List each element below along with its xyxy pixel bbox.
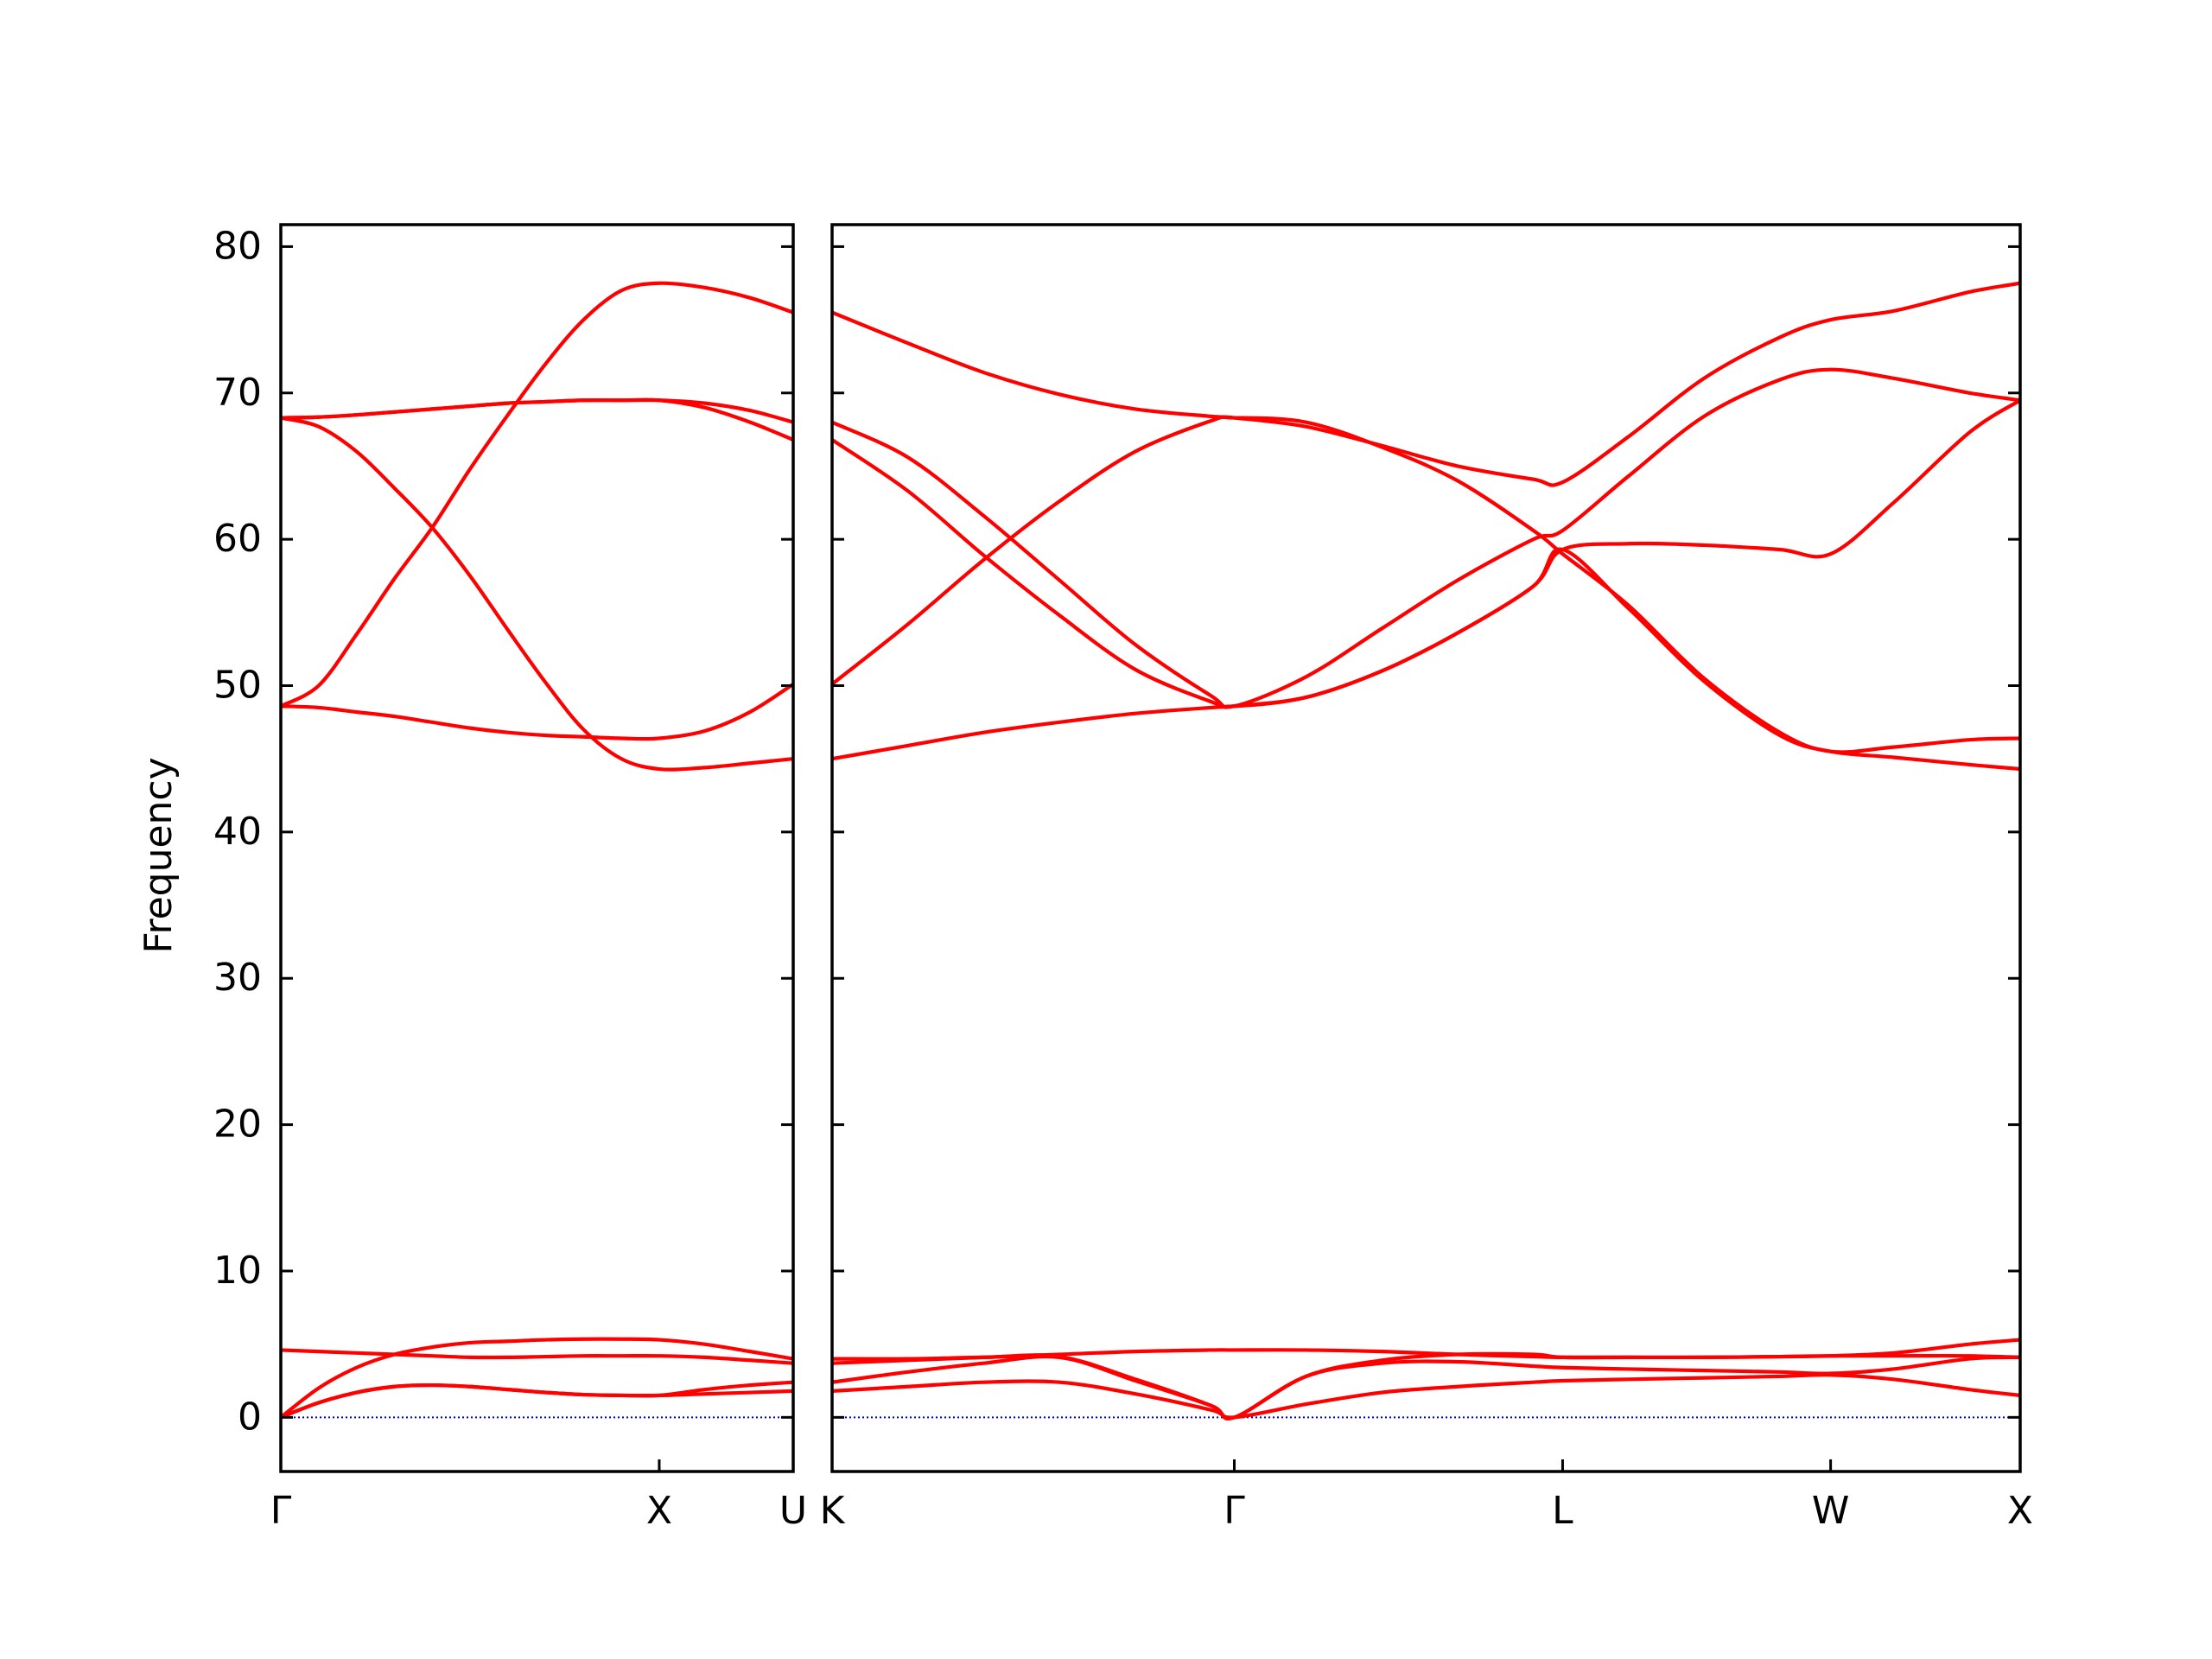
band-line	[832, 281, 2020, 487]
y-tick-label: 0	[238, 1395, 262, 1439]
y-tick-label: 60	[213, 517, 262, 561]
y-tick-label: 20	[213, 1103, 262, 1147]
x-tick-label: L	[1552, 1489, 1573, 1533]
band-line	[281, 397, 793, 442]
bands	[281, 281, 793, 1420]
band-line	[281, 1380, 793, 1420]
axes-frame	[830, 223, 2022, 1473]
band-line	[832, 547, 2020, 772]
y-tick-label: 40	[213, 810, 262, 854]
y-tick-label: 70	[213, 371, 262, 415]
band-line	[832, 1348, 2020, 1365]
y-tick-label: 30	[213, 956, 262, 1000]
x-tick-label: K	[820, 1489, 846, 1533]
band-line	[281, 416, 793, 772]
band-line	[281, 1348, 793, 1365]
x-tick-label: X	[2007, 1489, 2033, 1533]
x-tick-label: W	[1812, 1489, 1850, 1533]
band-line	[281, 281, 793, 709]
axes-frame	[279, 223, 795, 1473]
y-tick-label: 50	[213, 664, 262, 708]
y-tick-label: 10	[213, 1249, 262, 1293]
band-line	[281, 1337, 793, 1419]
x-tick-label: X	[646, 1489, 672, 1533]
y-axis-label: Frequency	[137, 757, 181, 953]
band-line	[281, 683, 793, 741]
x-tick-label: Γ	[1224, 1489, 1245, 1533]
y-tick-label: 80	[213, 224, 262, 268]
x-tick-label: Γ	[270, 1489, 292, 1533]
band-line	[832, 367, 2020, 709]
x-tick-label: U	[779, 1489, 807, 1533]
bands	[832, 281, 2020, 1421]
